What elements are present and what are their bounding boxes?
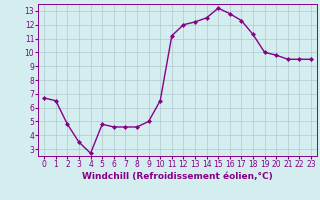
X-axis label: Windchill (Refroidissement éolien,°C): Windchill (Refroidissement éolien,°C) (82, 172, 273, 181)
